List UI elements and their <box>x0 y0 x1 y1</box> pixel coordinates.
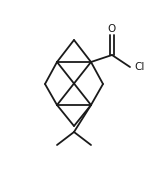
Text: O: O <box>108 24 116 34</box>
Text: Cl: Cl <box>134 62 144 72</box>
